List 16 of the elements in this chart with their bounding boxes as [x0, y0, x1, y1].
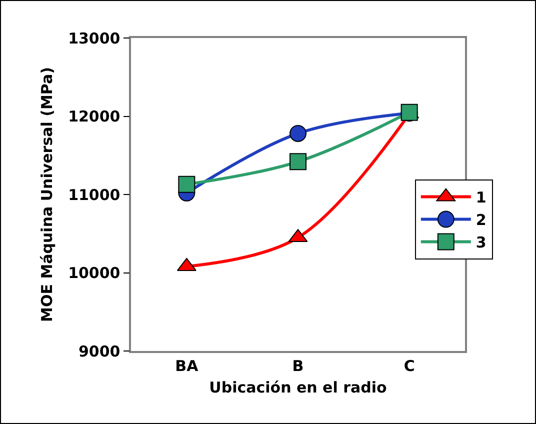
y-tick-label: 13000 [68, 29, 120, 48]
legend-label: 3 [476, 234, 486, 252]
x-tick-label: C [404, 356, 415, 375]
point [290, 153, 306, 170]
y-axis-title: MOE Máquina Universal (MPa) [38, 67, 56, 322]
y-tick-label: 12000 [68, 108, 120, 126]
x-tick-label: BA [175, 356, 199, 375]
y-tick-label: 11000 [68, 186, 120, 204]
y-tick-label: 9000 [78, 342, 120, 360]
point [290, 124, 306, 142]
x-axis-title: Ubicación en el radio [209, 378, 387, 396]
point [178, 176, 196, 193]
legend-label: 1 [476, 188, 486, 207]
y-tick-label: 10000 [68, 264, 120, 282]
x-tick-label: B [292, 356, 304, 375]
legend-label: 2 [476, 211, 486, 230]
